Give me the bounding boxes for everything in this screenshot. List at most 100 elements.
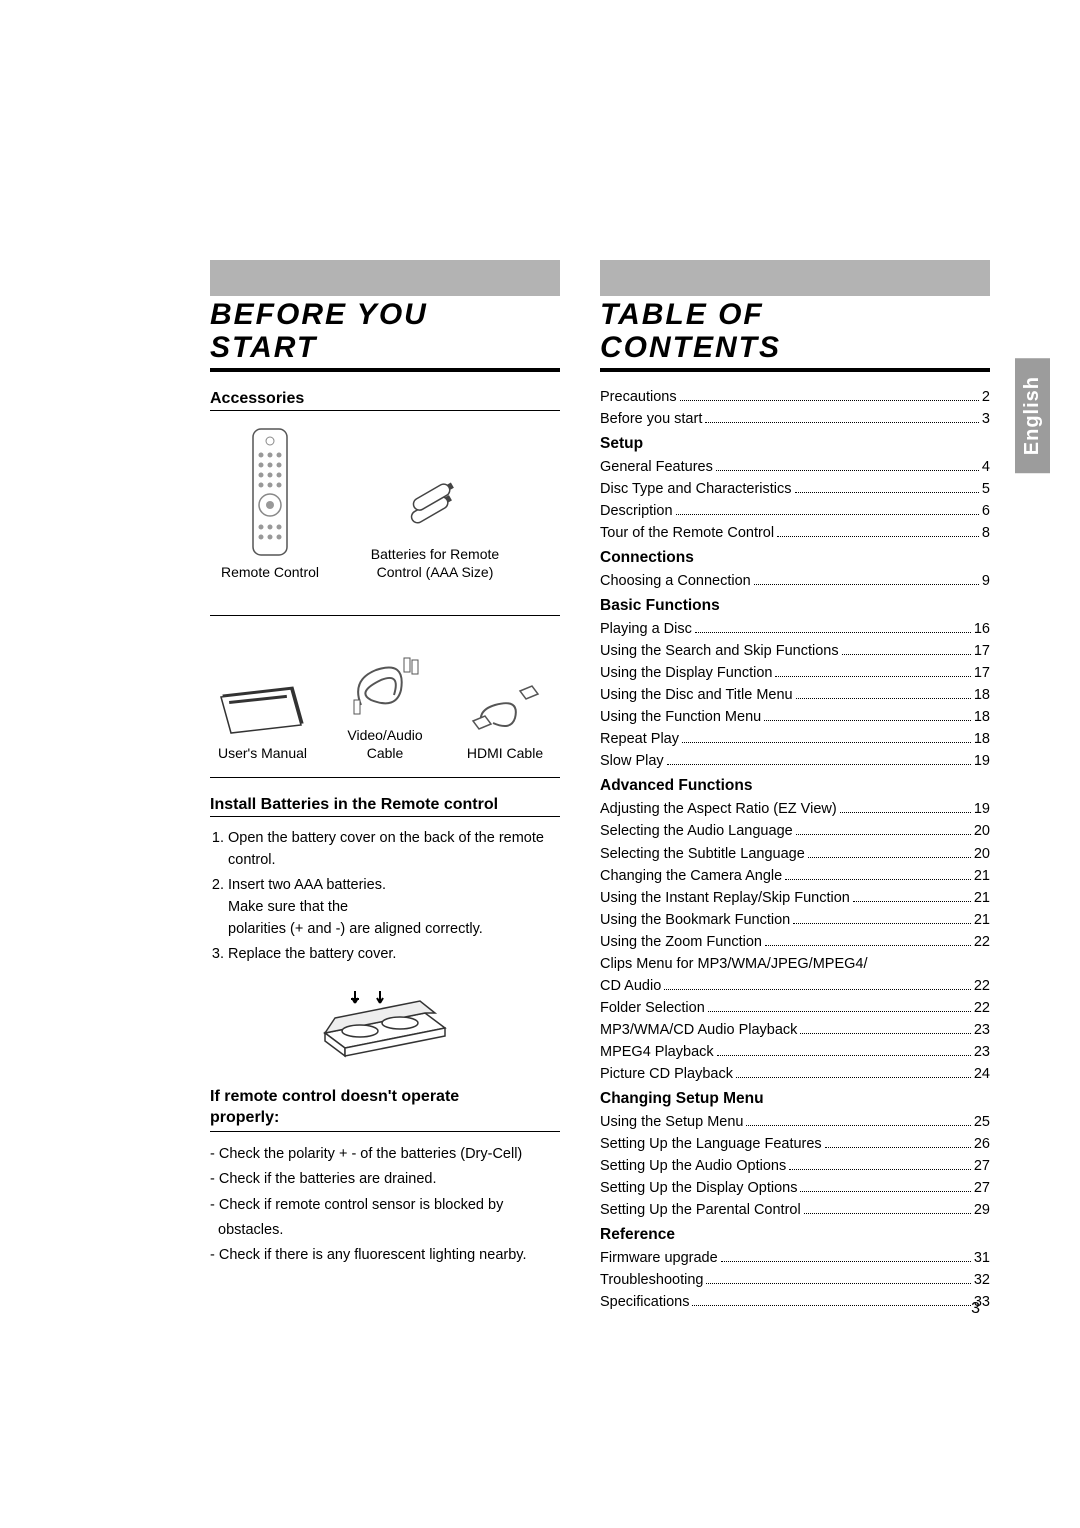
toc-label: Using the Zoom Function	[600, 931, 762, 953]
toc-item: Firmware upgrade31	[600, 1247, 990, 1269]
toc-label: CD Audio	[600, 975, 661, 997]
troubleshoot-heading: If remote control doesn't operate proper…	[210, 1087, 560, 1129]
toc-label: Setting Up the Language Features	[600, 1133, 822, 1155]
install-heading: Install Batteries in the Remote control	[210, 796, 560, 814]
troubleshoot-2: - Check if the batteries are drained.	[210, 1167, 560, 1192]
toc-dots	[705, 422, 979, 423]
toc-label: Before you start	[600, 408, 702, 430]
toc-dots	[764, 720, 971, 721]
troubleshoot-1: - Check the polarity + - of the batterie…	[210, 1142, 560, 1167]
toc-page: 20	[974, 843, 990, 865]
acc-remote: Remote Control	[210, 427, 330, 581]
toc-label: General Features	[600, 456, 713, 478]
install-step-3: Replace the battery cover.	[228, 943, 560, 965]
title-rule-r	[600, 368, 990, 372]
acc-batteries-l2: Control (AAA Size)	[377, 564, 494, 580]
toc-item: Slow Play 19	[600, 750, 990, 772]
troubleshoot-h-l2: properly:	[210, 1109, 279, 1126]
toc-page: 29	[974, 1199, 990, 1221]
acc-manual: User's Manual	[210, 683, 315, 762]
toc-dots	[804, 1213, 971, 1214]
toc-item: Folder Selection22	[600, 997, 990, 1019]
toc-page: 23	[974, 1019, 990, 1041]
toc-item: Using the Disc and Title Menu18	[600, 684, 990, 706]
toc-dots	[716, 470, 979, 471]
toc-item: Choosing a Connection 9	[600, 570, 990, 592]
toc-section: Basic Functions	[600, 597, 990, 615]
toc-page: 9	[982, 570, 990, 592]
toc-label: Choosing a Connection	[600, 570, 751, 592]
batteries-icon	[350, 479, 520, 539]
toc-item: Setting Up the Display Options27	[600, 1177, 990, 1199]
toc-dots	[793, 923, 971, 924]
troubleshoot-h-l1: If remote control doesn't operate	[210, 1088, 459, 1105]
acc-remote-label: Remote Control	[221, 564, 319, 580]
toc-dots	[754, 584, 979, 585]
toc-item: Description6	[600, 500, 990, 522]
right-title: TABLE OF CONTENTS	[600, 296, 990, 368]
toc-label: Tour of the Remote Control	[600, 522, 774, 544]
toc-dots	[667, 764, 971, 765]
toc-page: 23	[974, 1041, 990, 1063]
toc-label: Slow Play	[600, 750, 664, 772]
right-column: TABLE OF CONTENTS Precautions2Before you…	[600, 260, 990, 1313]
toc-item: Disc Type and Characteristics5	[600, 478, 990, 500]
toc-dots	[789, 1169, 971, 1170]
accessories-grid: Remote Control Batteries f	[210, 427, 560, 763]
toc-dots	[765, 945, 971, 946]
toc-dots	[825, 1147, 971, 1148]
toc-page: 20	[974, 820, 990, 842]
toc-item: Using the Search and Skip Functions 17	[600, 640, 990, 662]
toc-dots	[808, 857, 971, 858]
toc-page: 19	[974, 750, 990, 772]
toc-item: Specifications33	[600, 1291, 990, 1313]
toc-dots	[853, 901, 971, 902]
table-of-contents: Precautions2Before you start3SetupGenera…	[600, 386, 990, 1313]
troubleshoot-list: - Check the polarity + - of the batterie…	[210, 1142, 560, 1269]
toc-label: Using the Setup Menu	[600, 1111, 743, 1133]
toc-page: 6	[982, 500, 990, 522]
toc-page: 21	[974, 865, 990, 887]
toc-label: Selecting the Audio Language	[600, 820, 793, 842]
toc-page: 5	[982, 478, 990, 500]
acc-hdmi: HDMI Cable	[455, 683, 555, 762]
toc-dots	[664, 989, 971, 990]
acc-divider	[210, 615, 560, 616]
toc-item: Using the Instant Replay/Skip Function21	[600, 887, 990, 909]
toc-item: Setting Up the Parental Control 29	[600, 1199, 990, 1221]
page-number: 3	[971, 1300, 980, 1318]
toc-dots	[775, 676, 970, 677]
troubleshoot-rule	[210, 1131, 560, 1132]
toc-label: MP3/WMA/CD Audio Playback	[600, 1019, 797, 1041]
battery-illustration	[210, 983, 560, 1063]
toc-page: 32	[974, 1269, 990, 1291]
install-steps: Open the battery cover on the back of th…	[210, 827, 560, 966]
toc-page: 21	[974, 909, 990, 931]
toc-dots	[746, 1125, 970, 1126]
toc-page: 17	[974, 640, 990, 662]
toc-item: Tour of the Remote Control8	[600, 522, 990, 544]
toc-dots	[777, 536, 979, 537]
acc-bottom-rule	[210, 777, 560, 778]
toc-item: MP3/WMA/CD Audio Playback 23	[600, 1019, 990, 1041]
remote-icon	[210, 427, 330, 557]
toc-page: 26	[974, 1133, 990, 1155]
toc-label: Using the Search and Skip Functions	[600, 640, 839, 662]
acc-batteries: Batteries for Remote Control (AAA Size)	[350, 479, 520, 581]
acc-av-l2: Cable	[367, 745, 404, 761]
toc-dots	[796, 834, 971, 835]
toc-section: Advanced Functions	[600, 777, 990, 795]
toc-item: Using the Display Function17	[600, 662, 990, 684]
acc-hdmi-label: HDMI Cable	[467, 745, 543, 761]
toc-label: Setting Up the Parental Control	[600, 1199, 801, 1221]
toc-label: Using the Display Function	[600, 662, 772, 684]
toc-label: MPEG4 Playback	[600, 1041, 714, 1063]
toc-dots	[840, 812, 971, 813]
toc-page: 2	[982, 386, 990, 408]
toc-item: CD Audio22	[600, 975, 990, 997]
accessories-rule	[210, 410, 560, 411]
toc-page: 22	[974, 997, 990, 1019]
page-content: BEFORE YOU START Accessories	[0, 0, 1080, 1353]
toc-item: Using the Bookmark Function21	[600, 909, 990, 931]
toc-dots	[680, 400, 979, 401]
